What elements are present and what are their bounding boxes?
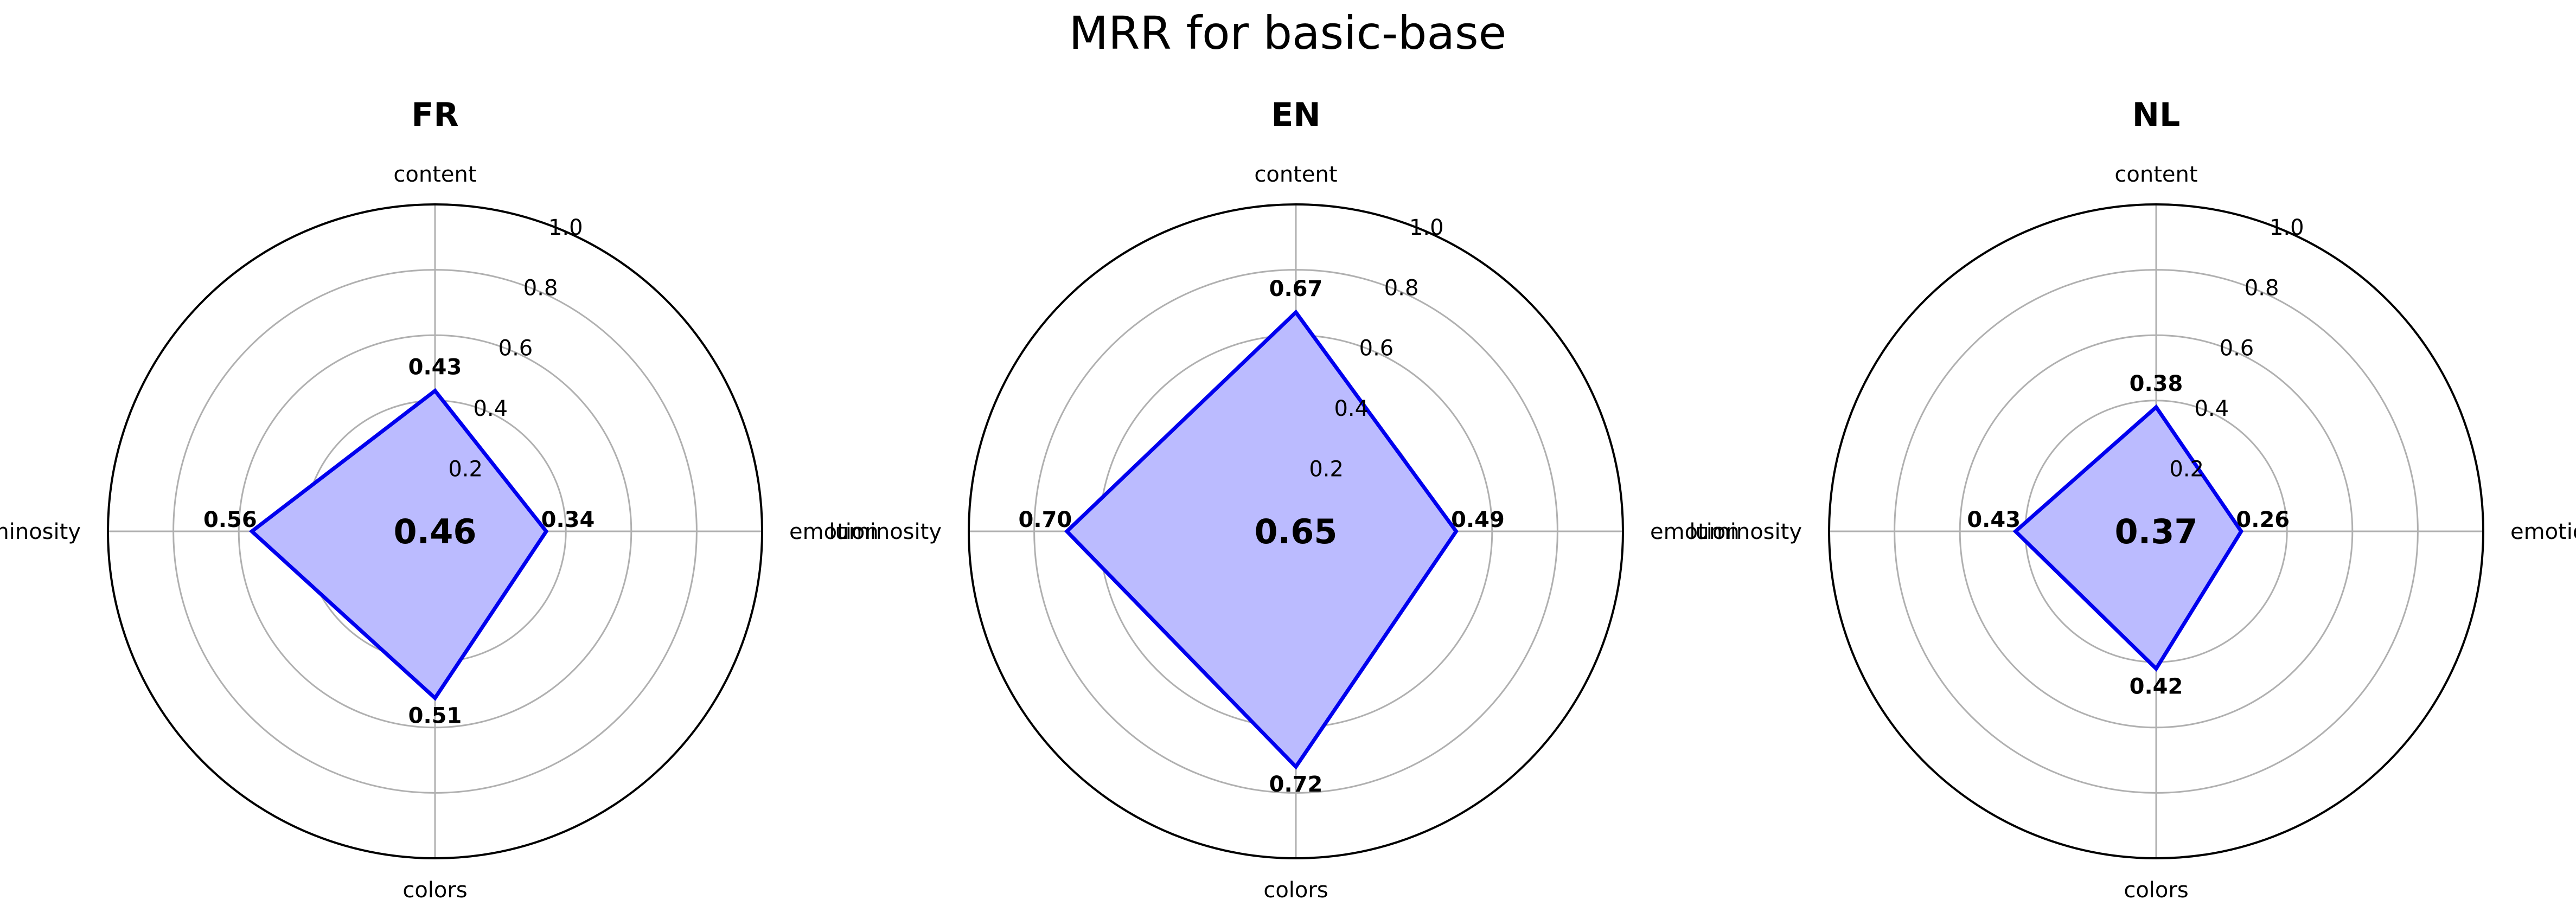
axis-label-content: content xyxy=(2114,162,2197,187)
panel-title: NL xyxy=(2132,96,2180,134)
outer-ring xyxy=(1828,203,2484,859)
radar-polygon-en xyxy=(1064,309,1459,770)
value-label-content: 0.67 xyxy=(1269,277,1323,301)
r-tick-label: 0.8 xyxy=(523,275,558,300)
r-tick-label: 0.4 xyxy=(2194,396,2229,421)
value-label-colors: 0.72 xyxy=(1269,772,1323,797)
r-tick-label: 1.0 xyxy=(548,215,583,240)
r-tick-label: 0.6 xyxy=(498,336,533,361)
r-tick-label: 1.0 xyxy=(2270,215,2304,240)
figure-title: MRR for basic-base xyxy=(1069,7,1507,60)
axis-label-colors: colors xyxy=(402,878,467,903)
r-tick-label: 0.4 xyxy=(1334,396,1369,421)
r-tick-label: 0.4 xyxy=(473,396,508,421)
value-label-emotion: 0.34 xyxy=(541,507,595,532)
axis-label-emotion: emotion xyxy=(1650,519,1740,544)
axis-label-colors: colors xyxy=(2124,878,2188,903)
r-tick-label: 0.2 xyxy=(1309,457,1344,482)
r-tick-label: 0.6 xyxy=(2220,336,2254,361)
axis-label-luminosity: luminosity xyxy=(1689,519,1802,544)
value-label-luminosity: 0.43 xyxy=(1967,507,2021,532)
r-tick-label: 0.2 xyxy=(2169,457,2204,482)
panel-title: FR xyxy=(411,96,458,134)
axis-label-colors: colors xyxy=(1263,878,1328,903)
radar-polygon-nl xyxy=(2012,404,2243,672)
value-label-content: 0.38 xyxy=(2130,371,2183,396)
r-tick-label: 1.0 xyxy=(1409,215,1444,240)
axis-label-content: content xyxy=(393,162,476,187)
radar-panel-fr: 0.2 0.4 0.6 0.8 1.0 content emotion colors lumin… xyxy=(0,96,879,903)
panel-title: EN xyxy=(1271,96,1320,134)
value-label-emotion: 0.49 xyxy=(1451,507,1505,532)
r-tick-label: 0.8 xyxy=(2245,275,2279,300)
outer-ring xyxy=(107,203,763,859)
value-label-luminosity: 0.70 xyxy=(1019,507,1072,532)
r-tick-label: 0.2 xyxy=(448,457,483,482)
axis-label-content: content xyxy=(1254,162,1337,187)
axis-label-emotion: emotion xyxy=(2510,519,2576,544)
outer-ring xyxy=(968,203,1624,859)
radar-panel-nl: 0.2 0.4 0.6 0.8 1.0 content emotion colors lumin… xyxy=(1689,96,2576,903)
axis-label-emotion: emotion xyxy=(789,519,879,544)
radar-polygon-fr xyxy=(248,388,549,701)
center-value-label: 0.65 xyxy=(1255,512,1338,551)
center-value-label: 0.46 xyxy=(394,512,477,551)
axis-label-luminosity: luminosity xyxy=(0,519,81,544)
center-value-label: 0.37 xyxy=(2115,512,2198,551)
value-label-colors: 0.51 xyxy=(408,704,462,729)
axis-label-luminosity: luminosity xyxy=(829,519,942,544)
radar-panel-en: 0.2 0.4 0.6 0.8 1.0 content emotion colors lumin… xyxy=(829,96,1739,903)
value-label-content: 0.43 xyxy=(408,355,462,380)
value-label-luminosity: 0.56 xyxy=(203,507,257,532)
radar-panels: 0.2 0.4 0.6 0.8 1.0 content emotion colors lumin… xyxy=(0,96,2576,903)
value-label-emotion: 0.26 xyxy=(2236,507,2290,532)
r-tick-label: 0.8 xyxy=(1384,275,1419,300)
r-tick-label: 0.6 xyxy=(1359,336,1394,361)
value-label-colors: 0.42 xyxy=(2130,674,2183,699)
